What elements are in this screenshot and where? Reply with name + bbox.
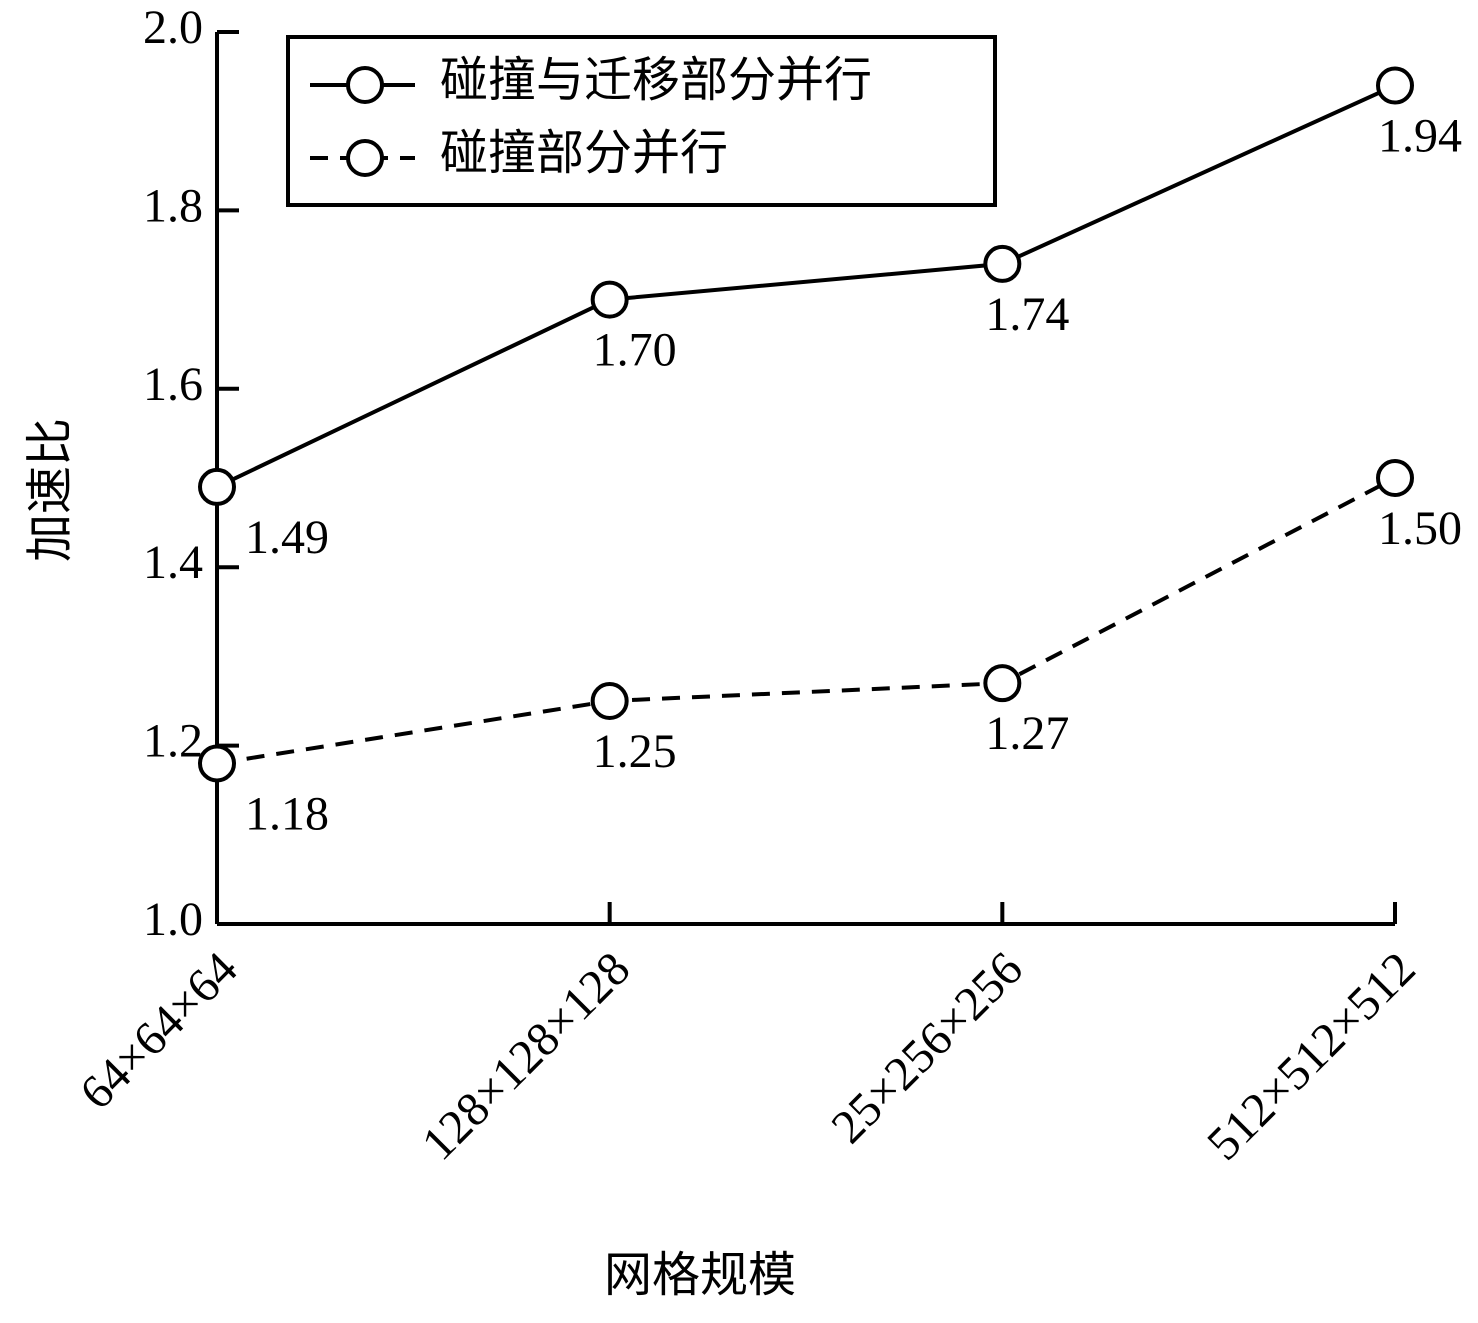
marker (198, 744, 236, 783)
value-label: 1.27 (985, 707, 1069, 760)
y-tick-label: 1.6 (143, 358, 203, 411)
y-tick-label: 1.4 (143, 536, 203, 589)
x-tick-label: 512×512×512 (1197, 942, 1425, 1170)
value-label: 1.49 (245, 511, 329, 564)
marker (590, 682, 629, 720)
y-tick-label: 2.0 (143, 1, 203, 54)
value-label: 1.25 (593, 725, 677, 778)
marker (1376, 66, 1414, 105)
x-tick-label: 25×256×256 (821, 942, 1033, 1154)
legend-box (286, 35, 997, 207)
legend-marker (346, 66, 384, 104)
x-tick-label: 64×64×64 (70, 942, 248, 1120)
y-axis-label: 加速比 (24, 418, 77, 562)
y-tick-label: 1.2 (143, 715, 203, 768)
x-tick-label: 128×128×128 (412, 942, 640, 1170)
marker (590, 280, 629, 319)
marker (1376, 459, 1414, 497)
marker (983, 244, 1022, 283)
value-label: 1.74 (985, 288, 1069, 341)
marker (983, 664, 1022, 703)
series-line (216, 83, 1396, 489)
value-label: 1.18 (245, 787, 329, 840)
x-axis-label: 网格规模 (604, 1249, 796, 1302)
marker (198, 467, 236, 506)
value-label: 1.50 (1378, 502, 1462, 555)
legend-marker (346, 139, 384, 177)
y-tick-label: 1.0 (143, 893, 203, 946)
value-label: 1.70 (593, 324, 677, 377)
legend-label: 碰撞与迁移部分并行 (440, 54, 872, 107)
y-tick-label: 1.8 (143, 179, 203, 232)
legend-label: 碰撞部分并行 (440, 127, 728, 180)
series-line (216, 476, 1396, 766)
value-label: 1.94 (1378, 110, 1462, 163)
